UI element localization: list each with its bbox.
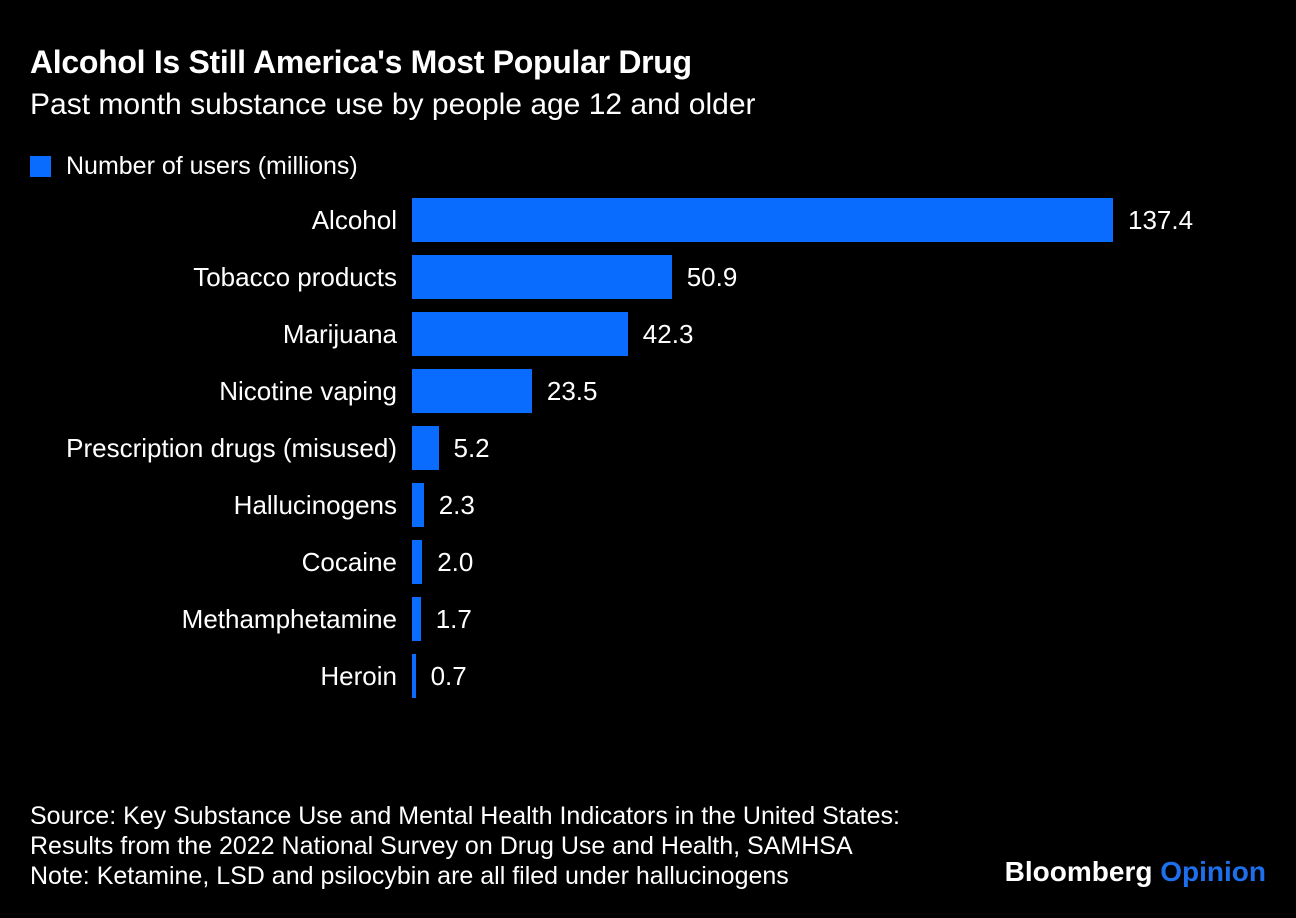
bar: [412, 255, 672, 299]
bar: [412, 540, 423, 584]
legend-label: Number of users (millions): [66, 152, 358, 180]
bar-row: Methamphetamine 1.7: [30, 597, 1266, 641]
bar-track: 0.7: [412, 654, 1266, 698]
bar-track: 42.3: [412, 312, 1266, 356]
note-line: Note: Ketamine, LSD and psilocybin are a…: [30, 862, 789, 890]
source-line-2: Results from the 2022 National Survey on…: [30, 832, 853, 860]
category-label: Methamphetamine: [181, 604, 397, 634]
category-label: Cocaine: [301, 547, 397, 577]
bar-value: 0.7: [430, 660, 467, 691]
bar-value: 137.4: [1128, 204, 1194, 235]
bar: [412, 198, 1113, 242]
chart-subtitle: Past month substance use by people age 1…: [30, 88, 756, 121]
bar: [412, 654, 416, 698]
bar-track: 2.0: [412, 540, 1266, 584]
bar: [412, 483, 424, 527]
opinion-wordmark: Opinion: [1160, 856, 1266, 887]
bar-track: 137.4: [412, 198, 1266, 242]
source-line-1: Source: Key Substance Use and Mental Hea…: [30, 802, 900, 830]
bloomberg-opinion-logo: Bloomberg Opinion: [1005, 856, 1266, 888]
bar-track: 50.9: [412, 255, 1266, 299]
bar-value: 2.3: [438, 489, 475, 520]
bar-row: Marijuana 42.3: [30, 312, 1266, 356]
category-label: Hallucinogens: [233, 490, 397, 520]
bar: [412, 597, 421, 641]
chart-title: Alcohol Is Still America's Most Popular …: [30, 44, 692, 80]
bar-value: 23.5: [546, 375, 598, 406]
bloomberg-wordmark: Bloomberg: [1004, 856, 1153, 887]
bar: [412, 312, 628, 356]
category-label: Alcohol: [311, 205, 397, 235]
bar-value: 1.7: [435, 603, 472, 634]
bar-row: Prescription drugs (misused) 5.2: [30, 426, 1266, 470]
bar-row: Tobacco products 50.9: [30, 255, 1266, 299]
bar-chart: Alcohol 137.4 Tobacco products 50.9 Marijuan…: [30, 198, 1266, 711]
bar-track: 23.5: [412, 369, 1266, 413]
footer-text: Source: Key Substance Use and Mental Hea…: [30, 801, 900, 891]
category-label: Nicotine vaping: [219, 376, 397, 406]
bar-row: Heroin 0.7: [30, 654, 1266, 698]
category-label: Prescription drugs (misused): [66, 433, 397, 463]
bar-row: Cocaine 2.0: [30, 540, 1266, 584]
category-label: Heroin: [320, 661, 397, 691]
bar-row: Nicotine vaping 23.5: [30, 369, 1266, 413]
legend-swatch: [30, 156, 51, 177]
bar-track: 1.7: [412, 597, 1266, 641]
bar-track: 5.2: [412, 426, 1266, 470]
bar-value: 42.3: [642, 318, 694, 349]
category-label: Tobacco products: [193, 262, 397, 292]
bar-row: Alcohol 137.4: [30, 198, 1266, 242]
bar-track: 2.3: [412, 483, 1266, 527]
category-label: Marijuana: [282, 319, 397, 349]
legend: Number of users (millions): [30, 152, 358, 181]
bar: [412, 426, 439, 470]
bar-value: 5.2: [453, 432, 490, 463]
bar-row: Hallucinogens 2.3: [30, 483, 1266, 527]
bar: [412, 369, 532, 413]
bar-value: 2.0: [437, 546, 474, 577]
bar-value: 50.9: [686, 261, 738, 292]
